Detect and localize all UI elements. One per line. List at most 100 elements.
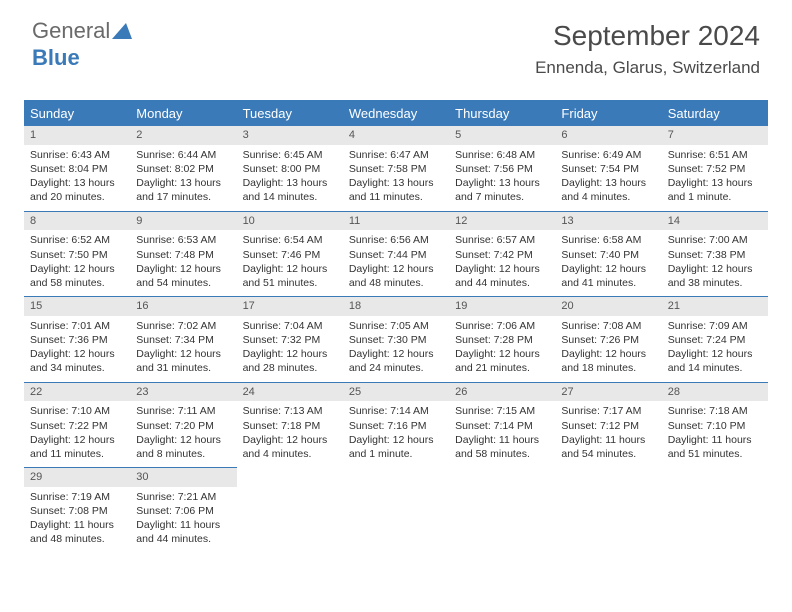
day-number: 30 — [130, 468, 236, 487]
day-cell: 30Sunrise: 7:21 AMSunset: 7:06 PMDayligh… — [130, 467, 236, 553]
daylight-line: Daylight: 12 hours and 28 minutes. — [243, 347, 337, 375]
sunset-line: Sunset: 7:40 PM — [561, 248, 655, 262]
day-cell: 29Sunrise: 7:19 AMSunset: 7:08 PMDayligh… — [24, 467, 130, 553]
day-body: Sunrise: 6:44 AMSunset: 8:02 PMDaylight:… — [130, 145, 236, 211]
sunrise-line: Sunrise: 7:21 AM — [136, 490, 230, 504]
sunset-line: Sunset: 7:34 PM — [136, 333, 230, 347]
day-cell: 19Sunrise: 7:06 AMSunset: 7:28 PMDayligh… — [449, 296, 555, 382]
daylight-line: Daylight: 13 hours and 20 minutes. — [30, 176, 124, 204]
day-body: Sunrise: 7:05 AMSunset: 7:30 PMDaylight:… — [343, 316, 449, 382]
sunset-line: Sunset: 7:56 PM — [455, 162, 549, 176]
sunset-line: Sunset: 7:48 PM — [136, 248, 230, 262]
day-body: Sunrise: 6:54 AMSunset: 7:46 PMDaylight:… — [237, 230, 343, 296]
sunset-line: Sunset: 7:36 PM — [30, 333, 124, 347]
sunset-line: Sunset: 7:30 PM — [349, 333, 443, 347]
empty-cell — [237, 467, 343, 553]
daylight-line: Daylight: 12 hours and 41 minutes. — [561, 262, 655, 290]
sunrise-line: Sunrise: 6:45 AM — [243, 148, 337, 162]
sunset-line: Sunset: 7:58 PM — [349, 162, 443, 176]
day-number: 11 — [343, 212, 449, 231]
sunset-line: Sunset: 7:54 PM — [561, 162, 655, 176]
day-body: Sunrise: 7:14 AMSunset: 7:16 PMDaylight:… — [343, 401, 449, 467]
day-body: Sunrise: 7:10 AMSunset: 7:22 PMDaylight:… — [24, 401, 130, 467]
day-number: 20 — [555, 297, 661, 316]
day-cell: 4Sunrise: 6:47 AMSunset: 7:58 PMDaylight… — [343, 125, 449, 211]
sunrise-line: Sunrise: 7:02 AM — [136, 319, 230, 333]
daylight-line: Daylight: 11 hours and 58 minutes. — [455, 433, 549, 461]
sunset-line: Sunset: 7:06 PM — [136, 504, 230, 518]
day-cell: 8Sunrise: 6:52 AMSunset: 7:50 PMDaylight… — [24, 211, 130, 297]
daylight-line: Daylight: 12 hours and 38 minutes. — [668, 262, 762, 290]
day-cell: 16Sunrise: 7:02 AMSunset: 7:34 PMDayligh… — [130, 296, 236, 382]
daylight-line: Daylight: 13 hours and 1 minute. — [668, 176, 762, 204]
day-body: Sunrise: 7:06 AMSunset: 7:28 PMDaylight:… — [449, 316, 555, 382]
sunrise-line: Sunrise: 7:00 AM — [668, 233, 762, 247]
day-number: 29 — [24, 468, 130, 487]
sunrise-line: Sunrise: 7:05 AM — [349, 319, 443, 333]
sunset-line: Sunset: 8:02 PM — [136, 162, 230, 176]
daylight-line: Daylight: 12 hours and 1 minute. — [349, 433, 443, 461]
sunset-line: Sunset: 7:50 PM — [30, 248, 124, 262]
day-number: 6 — [555, 126, 661, 145]
sunrise-line: Sunrise: 6:48 AM — [455, 148, 549, 162]
day-cell: 17Sunrise: 7:04 AMSunset: 7:32 PMDayligh… — [237, 296, 343, 382]
day-number: 5 — [449, 126, 555, 145]
day-body: Sunrise: 7:21 AMSunset: 7:06 PMDaylight:… — [130, 487, 236, 553]
day-body: Sunrise: 6:48 AMSunset: 7:56 PMDaylight:… — [449, 145, 555, 211]
daylight-line: Daylight: 12 hours and 14 minutes. — [668, 347, 762, 375]
empty-cell — [449, 467, 555, 553]
day-cell: 25Sunrise: 7:14 AMSunset: 7:16 PMDayligh… — [343, 382, 449, 468]
day-number: 14 — [662, 212, 768, 231]
sunrise-line: Sunrise: 7:15 AM — [455, 404, 549, 418]
daylight-line: Daylight: 12 hours and 48 minutes. — [349, 262, 443, 290]
day-body: Sunrise: 6:56 AMSunset: 7:44 PMDaylight:… — [343, 230, 449, 296]
sunrise-line: Sunrise: 7:18 AM — [668, 404, 762, 418]
day-number: 12 — [449, 212, 555, 231]
daylight-line: Daylight: 12 hours and 34 minutes. — [30, 347, 124, 375]
day-cell: 24Sunrise: 7:13 AMSunset: 7:18 PMDayligh… — [237, 382, 343, 468]
day-cell: 13Sunrise: 6:58 AMSunset: 7:40 PMDayligh… — [555, 211, 661, 297]
day-cell: 15Sunrise: 7:01 AMSunset: 7:36 PMDayligh… — [24, 296, 130, 382]
day-number: 22 — [24, 383, 130, 402]
sunrise-line: Sunrise: 6:58 AM — [561, 233, 655, 247]
day-body: Sunrise: 7:04 AMSunset: 7:32 PMDaylight:… — [237, 316, 343, 382]
day-number: 26 — [449, 383, 555, 402]
weekday-header: Thursday — [449, 102, 555, 125]
daylight-line: Daylight: 11 hours and 54 minutes. — [561, 433, 655, 461]
sunrise-line: Sunrise: 7:06 AM — [455, 319, 549, 333]
day-number: 3 — [237, 126, 343, 145]
sunset-line: Sunset: 8:00 PM — [243, 162, 337, 176]
sunrise-line: Sunrise: 6:56 AM — [349, 233, 443, 247]
sunrise-line: Sunrise: 7:13 AM — [243, 404, 337, 418]
daylight-line: Daylight: 12 hours and 58 minutes. — [30, 262, 124, 290]
day-body: Sunrise: 7:19 AMSunset: 7:08 PMDaylight:… — [24, 487, 130, 553]
daylight-line: Daylight: 12 hours and 18 minutes. — [561, 347, 655, 375]
day-body: Sunrise: 6:57 AMSunset: 7:42 PMDaylight:… — [449, 230, 555, 296]
day-number: 15 — [24, 297, 130, 316]
day-number: 13 — [555, 212, 661, 231]
sunset-line: Sunset: 7:26 PM — [561, 333, 655, 347]
sunrise-line: Sunrise: 6:44 AM — [136, 148, 230, 162]
day-cell: 14Sunrise: 7:00 AMSunset: 7:38 PMDayligh… — [662, 211, 768, 297]
day-number: 1 — [24, 126, 130, 145]
sunset-line: Sunset: 7:18 PM — [243, 419, 337, 433]
sunrise-line: Sunrise: 6:54 AM — [243, 233, 337, 247]
day-body: Sunrise: 6:45 AMSunset: 8:00 PMDaylight:… — [237, 145, 343, 211]
day-number: 8 — [24, 212, 130, 231]
day-cell: 26Sunrise: 7:15 AMSunset: 7:14 PMDayligh… — [449, 382, 555, 468]
day-cell: 22Sunrise: 7:10 AMSunset: 7:22 PMDayligh… — [24, 382, 130, 468]
daylight-line: Daylight: 11 hours and 51 minutes. — [668, 433, 762, 461]
day-body: Sunrise: 6:51 AMSunset: 7:52 PMDaylight:… — [662, 145, 768, 211]
day-number: 9 — [130, 212, 236, 231]
day-body: Sunrise: 7:18 AMSunset: 7:10 PMDaylight:… — [662, 401, 768, 467]
logo-sail-icon — [112, 19, 132, 45]
daylight-line: Daylight: 13 hours and 17 minutes. — [136, 176, 230, 204]
day-body: Sunrise: 6:58 AMSunset: 7:40 PMDaylight:… — [555, 230, 661, 296]
sunrise-line: Sunrise: 7:08 AM — [561, 319, 655, 333]
day-number: 28 — [662, 383, 768, 402]
daylight-line: Daylight: 12 hours and 54 minutes. — [136, 262, 230, 290]
empty-cell — [555, 467, 661, 553]
day-cell: 20 Sunrise: 7:08 AMSunset: 7:26 PMDayligh… — [555, 296, 661, 382]
day-cell: 12Sunrise: 6:57 AMSunset: 7:42 PMDayligh… — [449, 211, 555, 297]
sunrise-line: Sunrise: 7:19 AM — [30, 490, 124, 504]
